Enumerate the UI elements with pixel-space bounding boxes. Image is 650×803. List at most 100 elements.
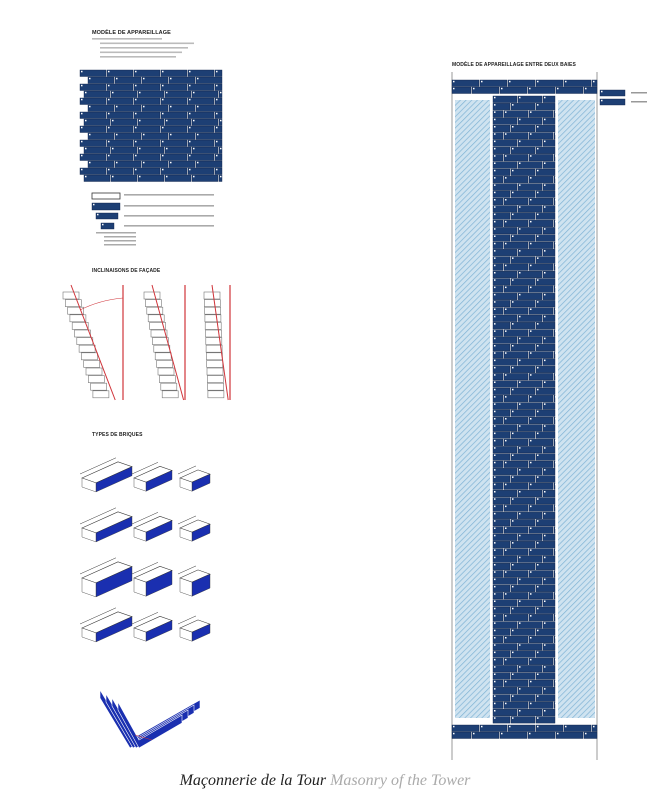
note-text-line xyxy=(100,56,176,58)
facade-slope-line xyxy=(211,284,229,401)
pier-brick xyxy=(492,285,504,293)
brick-marker xyxy=(494,199,496,201)
brick-marker xyxy=(494,308,496,310)
brick-marker xyxy=(505,549,507,551)
brick-marker xyxy=(512,629,514,632)
pier-brick xyxy=(542,709,556,717)
brick-type xyxy=(177,615,211,642)
wall-brick xyxy=(133,139,161,147)
brick-marker xyxy=(512,323,514,325)
brick-marker xyxy=(494,571,496,573)
brick-marker xyxy=(494,330,496,332)
brick-marker xyxy=(505,593,507,595)
pier-brick xyxy=(553,636,556,644)
brick-marker xyxy=(519,644,521,646)
pier-brick xyxy=(535,694,556,702)
facade-brick xyxy=(145,299,162,307)
brick-side xyxy=(133,477,147,492)
brick-marker xyxy=(593,725,595,728)
wall-brick xyxy=(110,118,138,126)
pier-brick xyxy=(503,679,529,687)
brick-marker xyxy=(519,556,521,559)
wall-brick xyxy=(168,160,196,168)
brick-marker xyxy=(494,447,496,449)
wall-brick xyxy=(106,153,134,161)
pier-brick xyxy=(528,263,554,271)
brick-marker xyxy=(505,505,507,508)
brick-marker xyxy=(544,250,546,252)
brick-marker xyxy=(139,175,141,178)
sheet-caption: Maçonnerie de la Tour Masonry of the Tow… xyxy=(0,772,650,790)
brick-marker xyxy=(494,695,496,697)
brick-marker xyxy=(544,556,546,559)
brick-marker xyxy=(512,257,514,259)
brick-marker xyxy=(519,403,521,405)
brick-marker xyxy=(102,223,104,226)
band-brick xyxy=(583,86,598,94)
pier-brick xyxy=(492,636,504,644)
brick-marker xyxy=(108,84,110,87)
pier-brick xyxy=(517,621,543,629)
pier-brick xyxy=(503,636,529,644)
brick-marker xyxy=(453,732,455,735)
brick-marker xyxy=(519,688,521,690)
pier-brick xyxy=(503,504,529,512)
brick-marker xyxy=(85,91,87,94)
brick-marker xyxy=(505,615,507,617)
brick-marker xyxy=(494,702,496,705)
brick-types-title: TYPES DE BRIQUES xyxy=(92,432,143,438)
facade-brick xyxy=(206,360,223,368)
wall-brick xyxy=(214,97,223,105)
wall-brick xyxy=(168,76,196,84)
pier-brick xyxy=(510,387,536,395)
brick-marker xyxy=(565,725,567,728)
pier-brick xyxy=(503,395,529,403)
brick-side xyxy=(133,627,147,642)
facade-brick xyxy=(156,360,173,368)
pier-brick xyxy=(492,154,504,162)
brick-type xyxy=(177,565,211,597)
brick-marker xyxy=(494,439,496,442)
pier-brick xyxy=(553,701,556,709)
pier-brick xyxy=(517,533,543,541)
brick-marker xyxy=(494,476,496,478)
brick-marker xyxy=(81,140,83,143)
brick-marker xyxy=(519,118,521,121)
brick-marker xyxy=(505,658,507,661)
brick-marker xyxy=(537,126,539,128)
band-brick xyxy=(563,724,592,732)
pier-brick xyxy=(528,241,554,249)
brick-marker xyxy=(81,84,83,87)
wall-brick xyxy=(114,104,142,112)
brick-marker xyxy=(81,126,83,129)
brick-type xyxy=(131,612,173,642)
brick-marker xyxy=(162,98,164,101)
pier-brick xyxy=(503,592,529,600)
pier-brick xyxy=(492,701,504,709)
brick-marker xyxy=(494,717,496,719)
brick-marker xyxy=(505,308,507,310)
pier-brick xyxy=(535,278,556,286)
brick-marker xyxy=(216,126,218,129)
brick-marker xyxy=(473,87,475,90)
wall-brick xyxy=(110,90,138,98)
brick-marker xyxy=(530,286,532,289)
brick-marker xyxy=(494,615,496,617)
pier-brick xyxy=(492,380,518,388)
legend-brick-bottom xyxy=(599,98,626,106)
brick-marker xyxy=(530,637,532,639)
wall-brick xyxy=(83,90,111,98)
brick-marker xyxy=(544,228,546,230)
pier-brick xyxy=(503,351,529,359)
pier-brick xyxy=(492,526,504,534)
brick-marker xyxy=(512,454,514,456)
pier-brick xyxy=(492,570,504,578)
brick-marker xyxy=(189,98,191,101)
brick-marker xyxy=(494,374,496,376)
brick-marker xyxy=(494,235,496,237)
wall-brick xyxy=(160,97,188,105)
brick-type xyxy=(131,562,173,597)
facade-brick xyxy=(65,299,82,307)
wall-brick xyxy=(137,118,165,126)
